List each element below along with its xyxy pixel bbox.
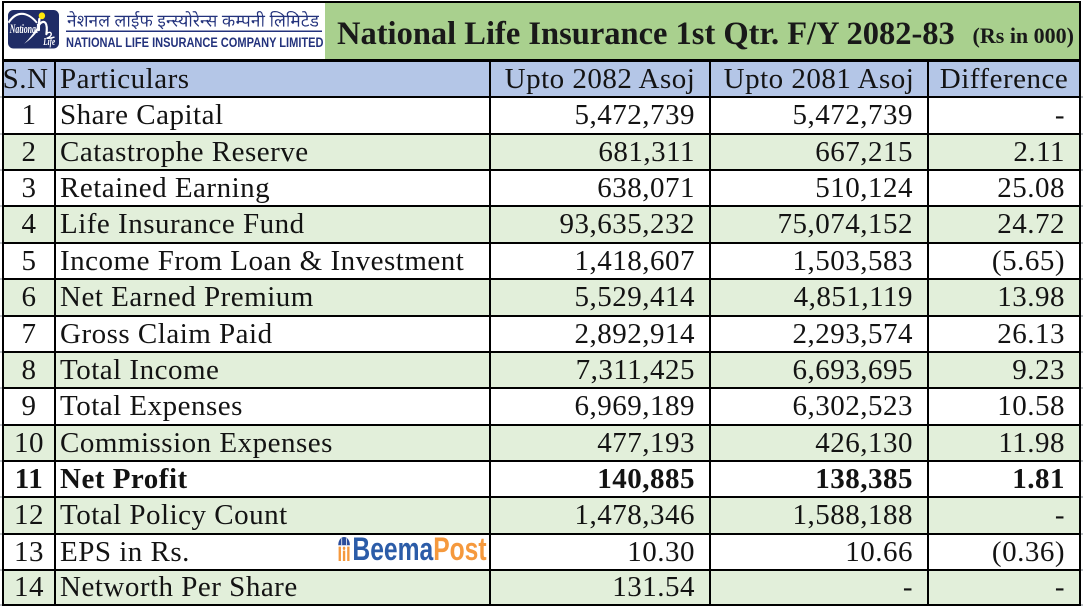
svg-text:National: National <box>9 22 38 36</box>
svg-text:Life: Life <box>43 37 56 48</box>
